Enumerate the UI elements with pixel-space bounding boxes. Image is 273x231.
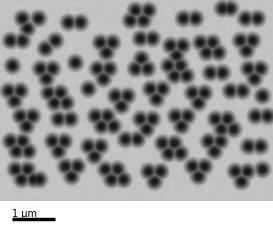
FancyBboxPatch shape (4, 202, 71, 230)
Text: 1 μm: 1 μm (12, 209, 37, 219)
